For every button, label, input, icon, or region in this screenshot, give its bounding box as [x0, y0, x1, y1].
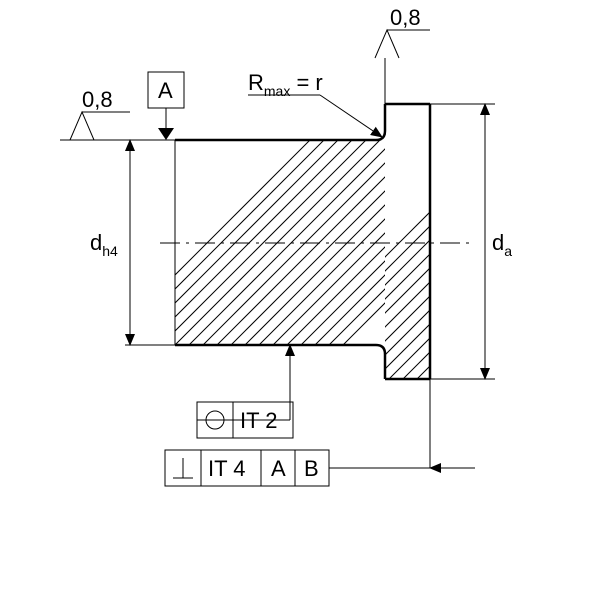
flange-profile — [385, 104, 430, 379]
flange-hatch — [202, 110, 600, 440]
surface2-value: 0,8 — [390, 5, 421, 30]
surface-finish-right: 0,8 — [375, 5, 430, 104]
gdt1-tol: IT 2 — [240, 408, 278, 433]
gdt2-leader — [329, 379, 475, 468]
shaft-hatch — [50, 70, 600, 400]
da-label: da — [492, 230, 512, 259]
gdt2-ref2: B — [304, 456, 319, 481]
dim-dh4: dh4 — [60, 140, 175, 345]
gdt2-tol: IT 4 — [208, 456, 246, 481]
rmax-leader: Rmax = r — [248, 70, 382, 137]
rmax-text: Rmax = r — [248, 70, 323, 99]
gdt-frame-2: IT 4 A B — [165, 450, 329, 486]
gdt2-ref1: A — [271, 456, 286, 481]
datum-a-label: A — [158, 78, 173, 103]
surface1-value: 0,8 — [82, 87, 113, 112]
dim-da: da — [430, 104, 512, 379]
surface-finish-left: 0,8 — [70, 87, 130, 140]
dh4-label: dh4 — [90, 230, 118, 259]
datum-a: A — [148, 72, 184, 140]
